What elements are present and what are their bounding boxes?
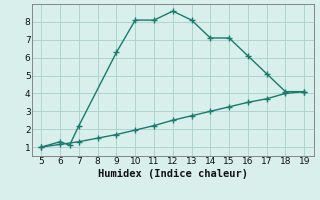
X-axis label: Humidex (Indice chaleur): Humidex (Indice chaleur) — [98, 169, 248, 179]
